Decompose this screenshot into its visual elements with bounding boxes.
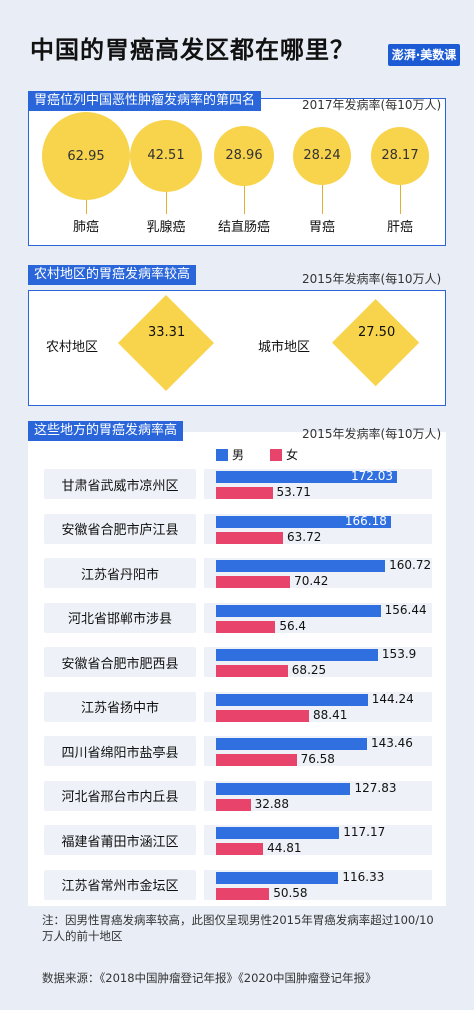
male-value-9: 117.17 — [343, 825, 386, 839]
cancer-ranking-title: 胃癌位列中国恶性肿瘤发病率的第四名 — [28, 91, 262, 111]
diamond-2 — [332, 299, 420, 387]
bubble-label-1: 肺癌 — [72, 220, 100, 235]
male-value-6: 144.24 — [371, 691, 414, 706]
bubble-2: 42.51 — [129, 119, 203, 193]
male-bar-1 — [216, 471, 397, 483]
diamond-value-2: 27.50 — [358, 325, 396, 340]
female-bar-10 — [216, 887, 270, 900]
male-bar-4 — [216, 604, 381, 617]
page-title: 中国的胃癌高发区都在哪里？ — [30, 36, 355, 64]
female-value-3: 70.42 — [294, 574, 329, 588]
female-value-9: 44.81 — [267, 841, 302, 855]
bubble-label-4: 胃癌 — [308, 220, 336, 235]
female-value-7: 76.58 — [300, 752, 335, 766]
male-value-1: 172.03 — [351, 469, 393, 483]
bubble-5: 28.17 — [370, 126, 430, 186]
footnote: 注：因男性胃癌发病率较高，此图仅呈现男性2015年胃癌发病率超过100/10万人… — [42, 913, 434, 943]
female-value-4: 56.4 — [279, 618, 307, 633]
diamond-category-2: 城市地区 — [258, 340, 311, 355]
region-label-9: 福建省莆田市涵江区 — [44, 825, 196, 855]
legend-label-male: 男 — [232, 448, 245, 462]
female-value-5: 68.25 — [291, 663, 327, 677]
male-value-10: 116.33 — [342, 869, 385, 884]
male-bar-7 — [216, 738, 367, 750]
male-bar-9 — [216, 827, 340, 839]
region-label-3: 江苏省丹阳市 — [44, 558, 196, 588]
region-label-8: 河北省邢台市内丘县 — [44, 780, 196, 811]
region-label-7: 四川省绵阳市盐亭县 — [44, 736, 196, 766]
bubble-label-2: 乳腺癌 — [146, 220, 186, 235]
male-value-2: 166.18 — [344, 513, 387, 528]
bubble-1: 62.95 — [42, 112, 130, 200]
male-bar-3 — [216, 560, 386, 572]
bubble-stem-2 — [166, 192, 167, 214]
legend-swatch-male — [216, 449, 228, 461]
rural-urban-note: 2015年发病率(每10万人) — [302, 272, 442, 286]
bubble-stem-1 — [86, 200, 87, 214]
female-bar-8 — [216, 798, 251, 811]
region-label-4: 河北省邯郸市涉县 — [44, 602, 196, 633]
brand-logo: 澎湃·美数课 — [388, 44, 460, 66]
bubble-stem-3 — [244, 185, 245, 214]
region-note: 2015年发病率(每10万人) — [302, 427, 442, 441]
male-bar-6 — [216, 693, 368, 706]
region-label-1: 甘肃省武威市凉州区 — [44, 469, 196, 499]
female-value-2: 63.72 — [287, 529, 322, 544]
region-label-10: 江苏省常州市金坛区 — [44, 869, 196, 900]
data-source: 数据来源：《2018中国肿瘤登记年报》《2020中国肿瘤登记年报》 — [42, 971, 377, 985]
female-value-1: 53.71 — [276, 485, 311, 499]
male-value-4: 156.44 — [384, 602, 427, 617]
region-title: 这些地方的胃癌发病率高 — [28, 421, 184, 441]
female-bar-6 — [216, 709, 310, 722]
region-label-6: 江苏省扬中市 — [44, 691, 196, 722]
rural-urban-title: 农村地区的胃癌发病率较高 — [28, 265, 197, 285]
bubble-4: 28.24 — [292, 126, 352, 186]
female-bar-1 — [216, 487, 273, 499]
male-bar-10 — [216, 871, 339, 884]
male-value-3: 160.72 — [389, 558, 432, 572]
male-bar-8 — [216, 782, 351, 795]
region-label-5: 安徽省合肥市肥西县 — [44, 647, 196, 677]
legend-swatch-female — [270, 449, 282, 461]
female-bar-4 — [216, 620, 276, 633]
male-bar-2 — [216, 515, 391, 528]
bubble-label-5: 肝癌 — [386, 220, 414, 235]
cancer-ranking-note: 2017年发病率(每10万人) — [302, 98, 442, 112]
male-value-5: 153.9 — [381, 647, 417, 661]
male-value-7: 143.46 — [370, 736, 413, 750]
diamond-value-1: 33.31 — [148, 325, 186, 340]
bubble-stem-5 — [400, 185, 401, 214]
legend-label-female: 女 — [286, 448, 299, 462]
female-bar-7 — [216, 754, 297, 766]
male-value-8: 127.83 — [354, 780, 397, 795]
bubble-label-3: 结直肠癌 — [217, 220, 271, 235]
female-value-10: 50.58 — [273, 885, 308, 900]
female-bar-3 — [216, 576, 291, 588]
female-bar-5 — [216, 665, 288, 677]
female-value-8: 32.88 — [254, 796, 289, 811]
female-bar-9 — [216, 843, 264, 855]
bubble-stem-4 — [322, 185, 323, 214]
bubble-3: 28.96 — [214, 126, 274, 186]
female-value-6: 88.41 — [313, 707, 348, 722]
female-bar-2 — [216, 531, 284, 544]
diamond-category-1: 农村地区 — [46, 340, 99, 355]
male-bar-5 — [216, 649, 378, 661]
region-label-2: 安徽省合肥市庐江县 — [44, 513, 196, 544]
diamond-1 — [118, 295, 214, 391]
